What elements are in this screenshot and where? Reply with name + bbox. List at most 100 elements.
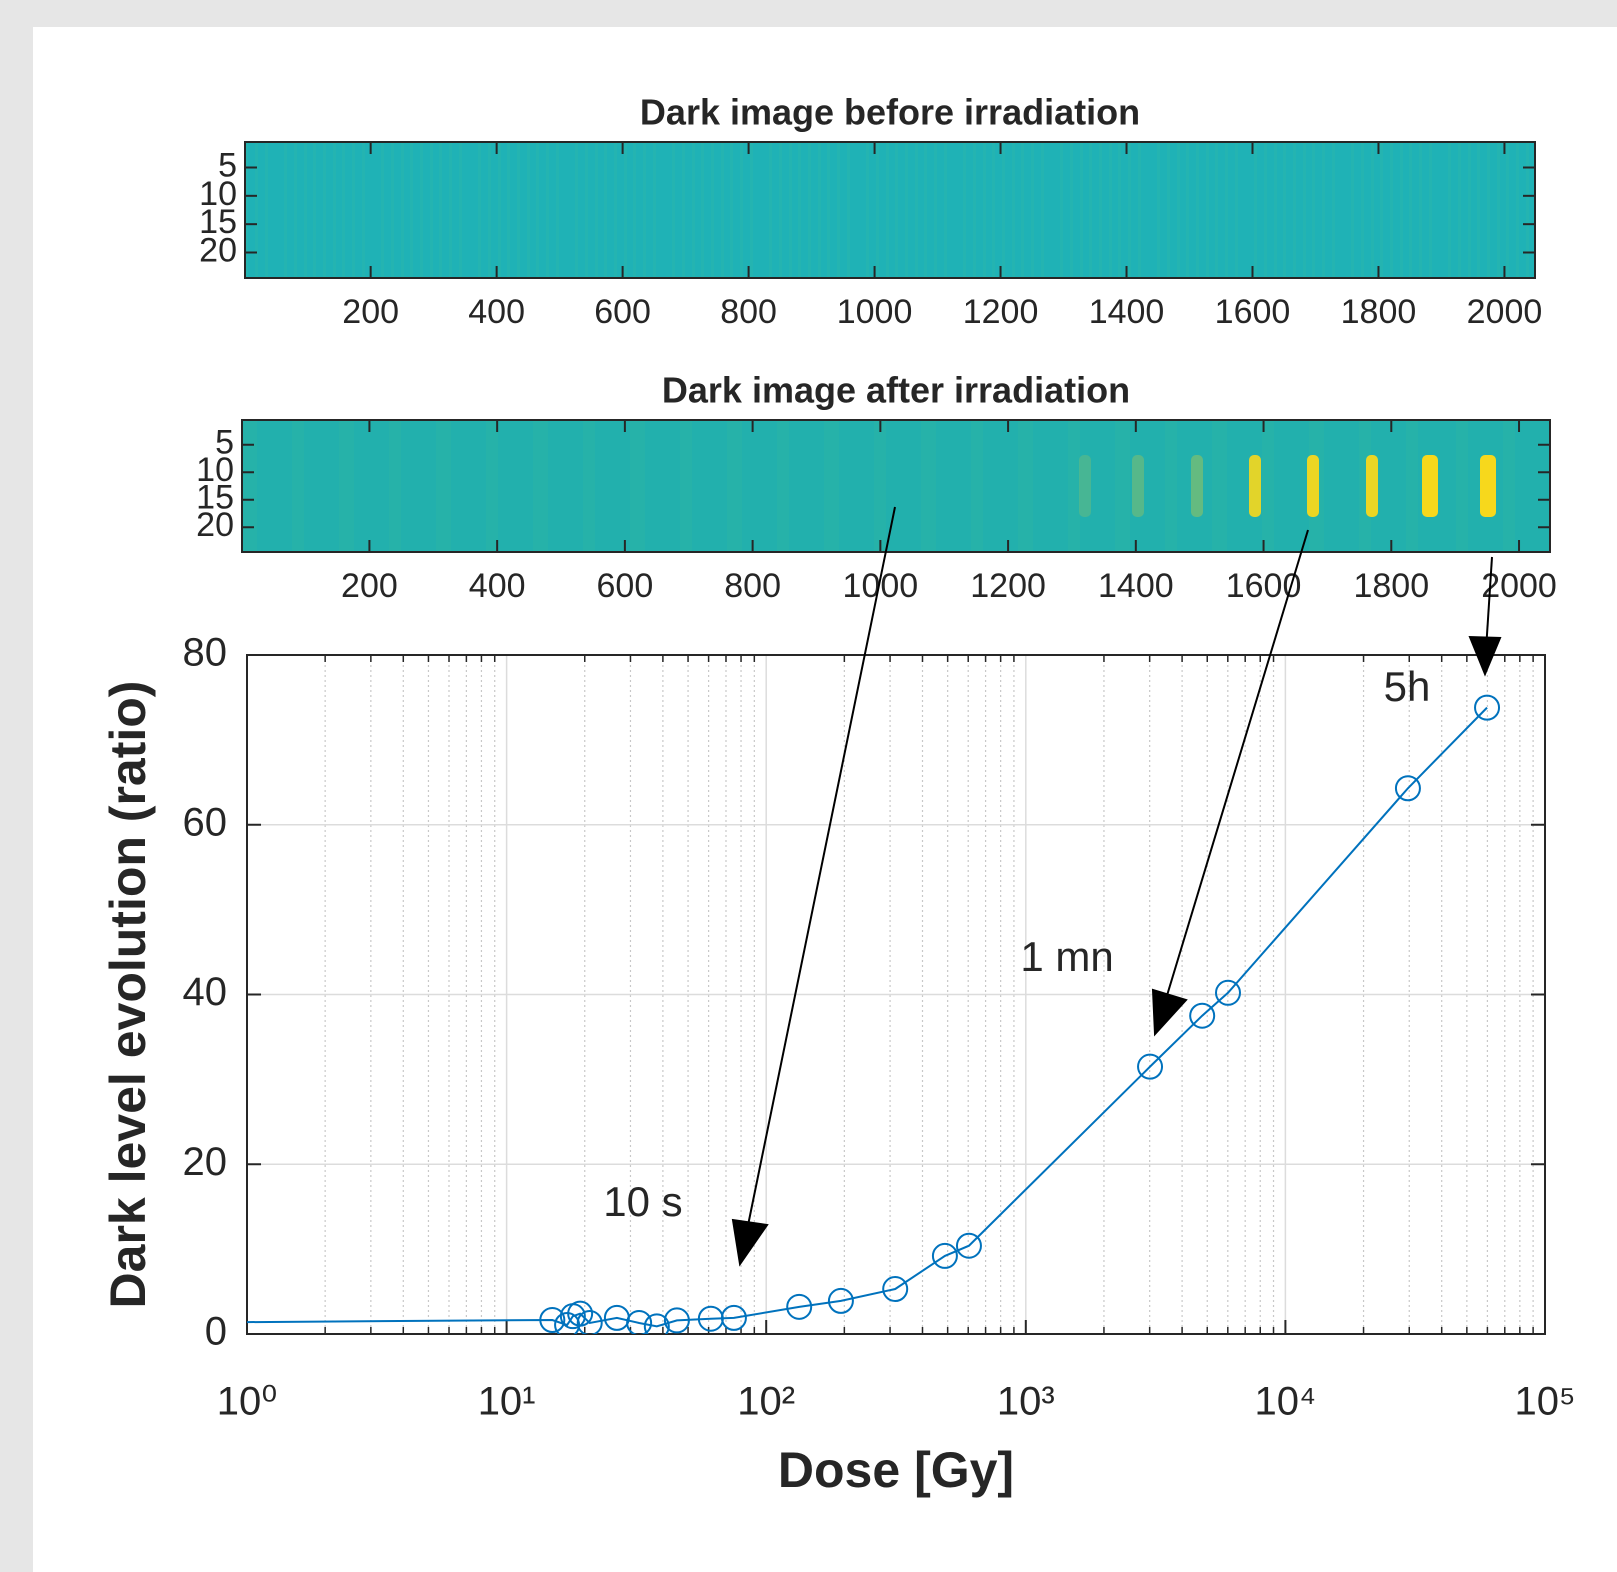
image-texture [921,420,924,552]
image-texture [546,142,549,278]
image-texture [1361,142,1364,278]
image-texture [630,420,633,552]
image-texture [1271,420,1274,552]
annotation: 5h [1384,663,1431,710]
image-texture [847,142,850,278]
chart-title: Dark image after irradiation [662,370,1130,411]
image-texture [730,420,733,552]
image-texture [643,142,646,278]
image-texture [830,420,833,552]
image-texture [1070,142,1073,278]
image-texture [933,420,936,552]
image-texture [701,142,704,278]
image-hot-column [1079,455,1091,517]
image-texture [1415,420,1418,552]
y-tick-label: 20 [183,1140,228,1184]
image-texture [1218,420,1221,552]
image-texture [420,142,423,278]
x-tick-label: 1800 [1341,293,1417,331]
image-hot-column [1366,455,1378,517]
image-texture [711,142,714,278]
image-texture [750,142,753,278]
image-texture [445,420,448,552]
image-texture [924,142,927,278]
image-texture [292,420,295,552]
image [245,142,1535,278]
image-texture [348,420,351,552]
image-texture [789,142,792,278]
image-texture [874,420,877,552]
image-texture [1168,420,1171,552]
image-texture [439,142,442,278]
image-texture [1312,142,1315,278]
x-tick-label: 10³ [997,1380,1055,1424]
image-texture [686,420,689,552]
image-texture [536,420,539,552]
image-texture [1274,142,1277,278]
image-texture [1516,142,1519,278]
image-texture [586,420,589,552]
image-texture [980,420,983,552]
image-texture [1206,142,1209,278]
image-texture [880,420,883,552]
image-texture [992,142,995,278]
image-texture [1409,142,1412,278]
image-texture [1127,420,1130,552]
image-texture [391,142,394,278]
x-tick-label: 1600 [1215,293,1291,331]
image-texture [1380,142,1383,278]
image-texture [971,420,974,552]
image-texture [442,420,445,552]
image-texture [1157,142,1160,278]
image-texture [495,420,498,552]
chart-title: Dark image before irradiation [640,92,1140,133]
image-texture [265,142,268,278]
image-texture [1060,142,1063,278]
annotation: 10 s [603,1178,682,1225]
image-texture [740,142,743,278]
x-tick-label: 10⁵ [1514,1380,1575,1424]
image-hot-column [1307,455,1319,517]
image-texture [1089,142,1092,278]
image-texture [1071,420,1074,552]
image-hot-column [1249,455,1261,517]
page: 2004006008001000120014001600180020005101… [0,0,1617,1572]
image-texture [614,142,617,278]
image-texture [1477,142,1480,278]
image-texture [488,142,491,278]
image-texture [342,420,345,552]
image-texture [633,420,636,552]
image-hot-column [1191,455,1203,517]
x-tick-label: 10¹ [478,1380,536,1424]
y-axis-label: Dark level evolution (ratio) [100,681,156,1309]
image-texture [877,420,880,552]
image-texture [777,420,780,552]
image-texture [1456,420,1459,552]
image-texture [730,142,733,278]
image-texture [1468,142,1471,278]
image-texture [1018,420,1021,552]
image-texture [924,420,927,552]
image-texture [1171,420,1174,552]
image-texture [517,142,520,278]
image-texture [583,420,586,552]
image-texture [653,142,656,278]
x-tick-label: 200 [341,567,398,605]
image-texture [736,420,739,552]
image-texture [1303,142,1306,278]
image-texture [1509,420,1512,552]
image-texture [436,420,439,552]
image-texture [692,142,695,278]
image-texture [636,420,639,552]
image-texture [1419,142,1422,278]
image-texture [1212,420,1215,552]
image-texture [585,142,588,278]
image-texture [489,420,492,552]
image-texture [1497,142,1500,278]
x-tick-label: 1200 [963,293,1039,331]
image-texture [786,420,789,552]
image-texture [459,142,462,278]
image-texture [430,142,433,278]
x-tick-label: 400 [468,293,525,331]
image-texture [589,420,592,552]
